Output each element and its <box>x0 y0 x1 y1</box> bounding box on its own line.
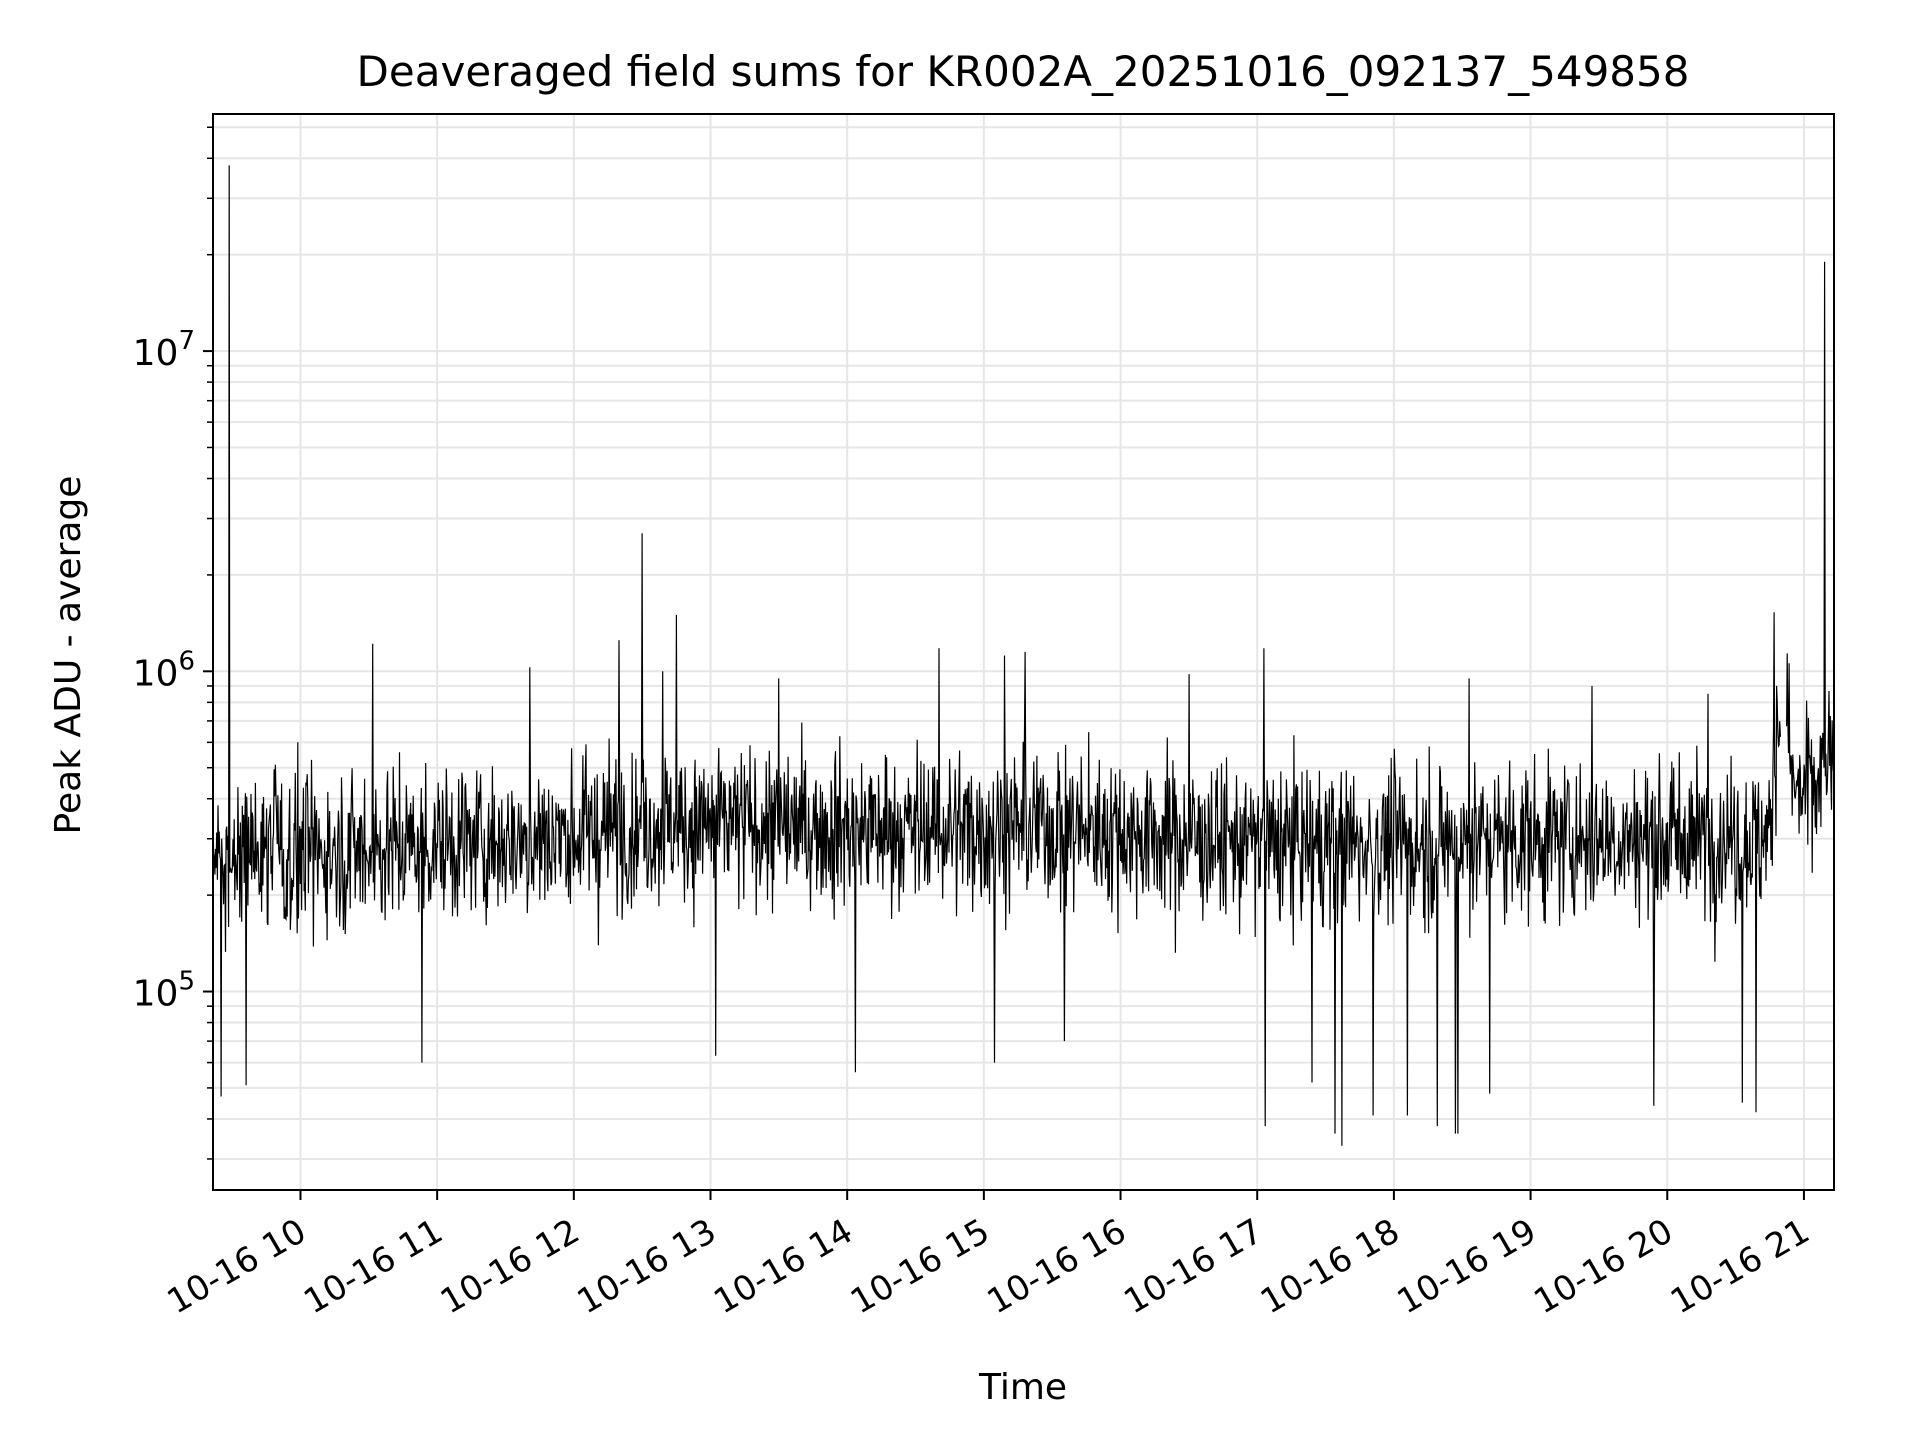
y-tick-label: 105 <box>133 967 195 1015</box>
grid-major <box>213 114 1834 1190</box>
chart-title: Deaveraged field sums for KR002A_2025101… <box>357 47 1690 96</box>
y-tick-label: 107 <box>133 326 195 374</box>
y-axis-label: Peak ADU - average <box>48 476 89 835</box>
y-tick-label: 106 <box>133 646 195 694</box>
y-axis: 105 106 107 <box>133 126 213 1160</box>
plot-area <box>212 165 1835 1146</box>
series-line-deaveraged-field-sum <box>212 165 1835 1146</box>
x-axis-label: Time <box>978 1367 1067 1408</box>
axes-frame <box>212 113 1835 1191</box>
